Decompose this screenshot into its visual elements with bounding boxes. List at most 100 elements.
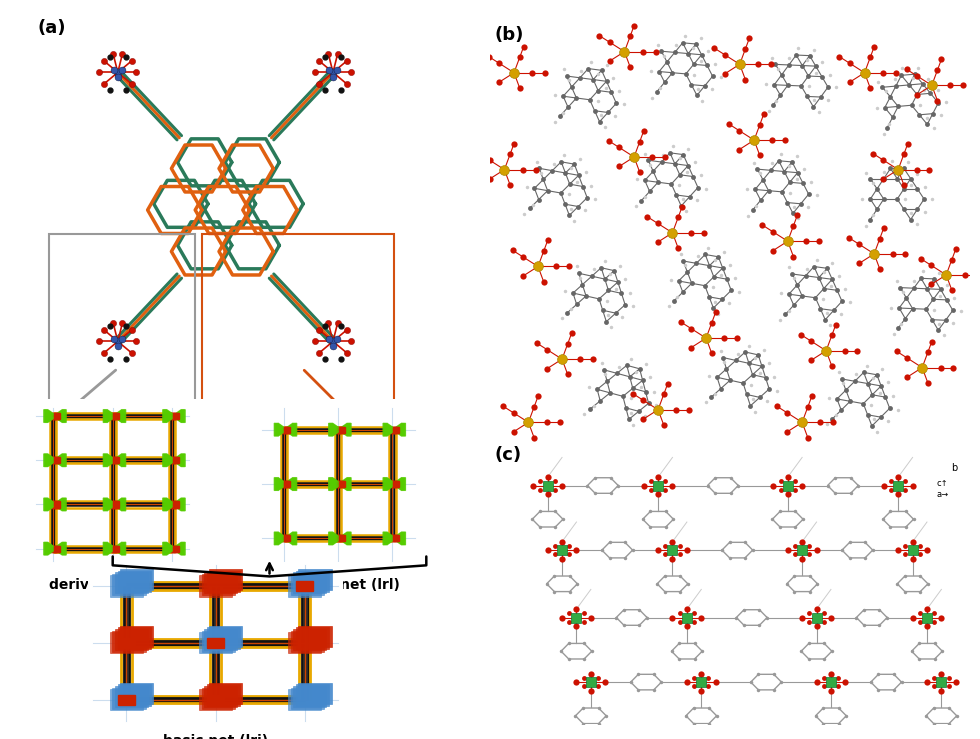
Polygon shape (286, 532, 295, 545)
Bar (339, 481, 345, 487)
Polygon shape (103, 409, 113, 423)
Bar (111, 457, 117, 463)
Bar (389, 481, 396, 487)
Polygon shape (46, 409, 56, 423)
Bar (293, 686, 326, 707)
Polygon shape (174, 498, 184, 511)
Polygon shape (106, 409, 115, 423)
Polygon shape (172, 409, 181, 423)
Polygon shape (57, 542, 66, 555)
Bar (120, 626, 153, 647)
Polygon shape (163, 542, 172, 555)
Polygon shape (396, 477, 406, 491)
Bar (170, 545, 175, 552)
Polygon shape (53, 498, 63, 511)
Polygon shape (45, 498, 55, 511)
Polygon shape (278, 532, 287, 545)
Polygon shape (107, 454, 117, 467)
Bar (202, 687, 235, 709)
Bar (172, 545, 178, 552)
Bar (282, 481, 288, 487)
Bar (110, 457, 116, 463)
Polygon shape (287, 423, 297, 436)
Polygon shape (107, 542, 117, 555)
Polygon shape (163, 498, 172, 511)
Polygon shape (286, 477, 295, 491)
Bar (53, 545, 59, 552)
Polygon shape (173, 542, 182, 555)
Polygon shape (174, 454, 184, 467)
Polygon shape (175, 498, 185, 511)
Polygon shape (44, 542, 53, 555)
Polygon shape (278, 477, 287, 491)
Polygon shape (103, 542, 113, 555)
Text: c↑: c↑ (937, 479, 949, 488)
Bar (50, 413, 56, 419)
Polygon shape (55, 454, 64, 467)
Polygon shape (396, 532, 406, 545)
Bar (339, 426, 345, 433)
Polygon shape (46, 542, 56, 555)
Bar (202, 631, 235, 652)
Polygon shape (342, 477, 351, 491)
Polygon shape (342, 423, 351, 436)
Polygon shape (287, 477, 297, 491)
Bar (170, 457, 175, 463)
Bar (119, 638, 134, 648)
Text: (c): (c) (495, 446, 522, 464)
Polygon shape (275, 532, 285, 545)
Bar (120, 569, 153, 590)
Bar (113, 573, 146, 595)
Bar (111, 501, 117, 508)
Polygon shape (283, 532, 293, 545)
Polygon shape (114, 454, 123, 467)
Bar (202, 573, 235, 595)
Bar (115, 572, 148, 593)
Polygon shape (117, 498, 125, 511)
Polygon shape (384, 477, 394, 491)
Bar (291, 631, 323, 652)
Polygon shape (385, 423, 395, 436)
Bar (210, 626, 242, 647)
Polygon shape (340, 477, 350, 491)
Bar (110, 689, 143, 710)
Polygon shape (55, 498, 64, 511)
Polygon shape (172, 454, 181, 467)
Polygon shape (166, 542, 174, 555)
Polygon shape (45, 542, 55, 555)
Bar (204, 629, 237, 650)
Bar (118, 684, 151, 706)
Bar (282, 535, 288, 542)
Polygon shape (172, 542, 181, 555)
Polygon shape (385, 477, 395, 491)
Polygon shape (384, 532, 394, 545)
Polygon shape (274, 532, 283, 545)
Bar (113, 631, 146, 652)
Bar (297, 581, 313, 591)
Bar (335, 481, 341, 487)
Text: (b): (b) (495, 27, 524, 44)
Polygon shape (113, 409, 122, 423)
Polygon shape (276, 423, 286, 436)
Bar (291, 687, 323, 709)
Polygon shape (332, 532, 342, 545)
Polygon shape (395, 532, 404, 545)
Bar (208, 695, 223, 705)
Polygon shape (114, 409, 123, 423)
Polygon shape (332, 477, 342, 491)
Polygon shape (393, 477, 402, 491)
Polygon shape (55, 542, 64, 555)
Bar (49, 234, 195, 418)
Polygon shape (395, 423, 404, 436)
Polygon shape (115, 542, 124, 555)
Bar (51, 413, 58, 419)
Bar (336, 481, 342, 487)
Polygon shape (330, 477, 339, 491)
Polygon shape (103, 454, 113, 467)
Polygon shape (286, 423, 295, 436)
Polygon shape (56, 498, 65, 511)
Polygon shape (106, 542, 115, 555)
Text: b: b (951, 463, 957, 474)
Bar (391, 535, 397, 542)
Bar (199, 633, 232, 653)
